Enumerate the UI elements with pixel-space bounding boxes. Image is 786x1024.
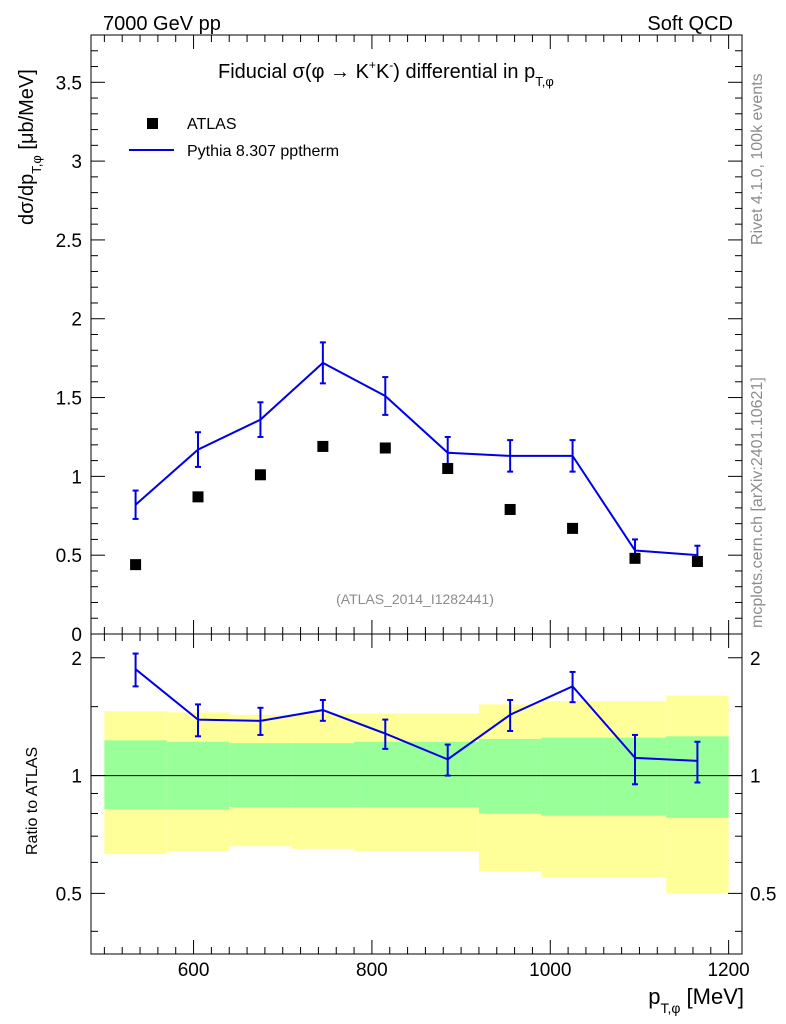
ratio-y-axis-label: Ratio to ATLAS	[24, 747, 41, 855]
y-tick-label: 1	[71, 467, 82, 488]
mcplots-label: mcplots.cern.ch [arXiv:2401.10621]	[749, 377, 766, 628]
chart-title: Fiducial σ(φ → K+K-) differential in pT,…	[218, 58, 554, 89]
atlas-data-point	[379, 442, 391, 454]
atlas-data-point	[504, 503, 516, 515]
ratio-y-tick-label-right: 0.5	[750, 884, 776, 905]
x-tick-label: 600	[178, 960, 210, 981]
ratio-band-green	[104, 740, 167, 810]
ratio-y-tick-label-right: 1	[750, 767, 761, 788]
x-tick-label: 1200	[707, 960, 749, 981]
legend-atlas-marker	[147, 118, 158, 129]
y-tick-label: 0.5	[56, 546, 82, 567]
ratio-frame	[90, 633, 743, 955]
axis-ticks: 600 800 1000 1200 0 0.5 1 1.5 2 2.5 3 3.5 0.5 0.5 1 1 2 2	[56, 34, 776, 981]
atlas-data-point	[254, 469, 266, 481]
legend-pythia-label: Pythia 8.307 pptherm	[187, 143, 339, 160]
ratio-bands	[104, 695, 729, 894]
legend-atlas-label: ATLAS	[187, 116, 237, 133]
header-right: Soft QCD	[647, 13, 733, 35]
ratio-band-green	[354, 741, 417, 808]
atlas-data-point	[567, 522, 579, 534]
atlas-data-point	[442, 462, 454, 474]
y-tick-label: 3.5	[56, 73, 82, 94]
y-tick-label: 1.5	[56, 389, 82, 410]
atlas-data-point	[130, 559, 142, 571]
atlas-data-point	[691, 555, 703, 567]
ratio-y-tick-label-right: 2	[750, 649, 761, 670]
y-tick-label: 2	[71, 310, 82, 331]
ratio-y-tick-label-left: 1	[71, 767, 82, 788]
data-series	[130, 341, 703, 786]
y-tick-label: 3	[71, 152, 82, 173]
x-tick-label: 800	[356, 960, 388, 981]
ratio-y-tick-label-left: 2	[71, 649, 82, 670]
y-axis-label: dσ/dpT,φ [μb/MeV]	[16, 69, 44, 225]
ratio-line	[134, 668, 698, 762]
analysis-watermark: (ATLAS_2014_I1282441)	[336, 591, 494, 607]
atlas-data-point	[192, 491, 204, 503]
rivet-label: Rivet 4.1.0, 100k events	[749, 73, 766, 245]
atlas-data-point	[317, 440, 329, 452]
x-tick-label: 1000	[529, 960, 571, 981]
header-left: 7000 GeV pp	[103, 13, 221, 35]
ratio-band-green	[478, 739, 542, 814]
y-tick-label: 2.5	[56, 231, 82, 252]
y-tick-label: 0	[71, 625, 82, 646]
ratio-y-tick-label-left: 0.5	[56, 884, 82, 905]
ratio-band-green	[541, 737, 604, 816]
x-axis-label: pT,φ [MeV]	[648, 984, 744, 1016]
pythia-line	[134, 361, 698, 557]
atlas-data-point	[629, 552, 641, 564]
